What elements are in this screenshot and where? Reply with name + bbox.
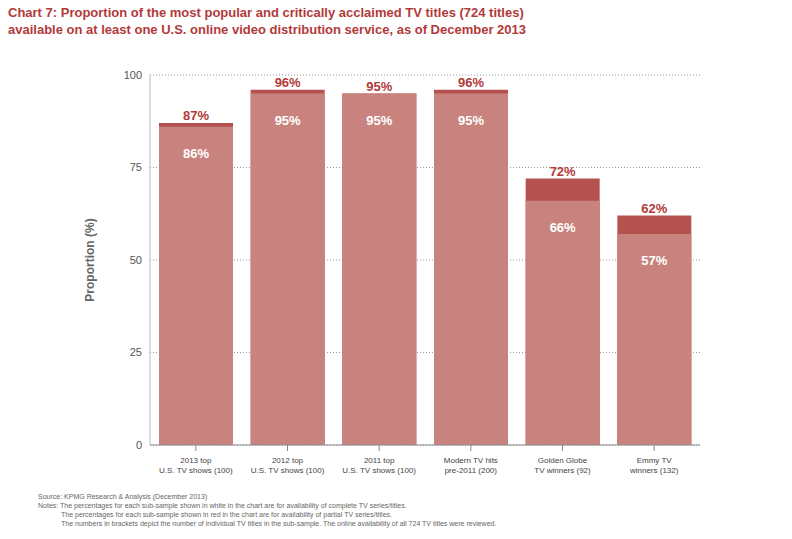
svg-text:72%: 72% (550, 164, 576, 179)
html-text:Chart 7: Proportion of the mos: Chart 7: Proportion of the most popular … (8, 5, 524, 20)
svg-text:2012 topU.S. TV shows (100): 2012 topU.S. TV shows (100) (251, 456, 325, 475)
svg-text:96%: 96% (458, 75, 484, 90)
html-text:The percentages for each sub-s: The percentages for each sub-sample show… (61, 511, 392, 518)
svg-text:95%: 95% (275, 113, 301, 128)
svg-text:100: 100 (124, 69, 142, 81)
html-text:The numbers in brackets depict: The numbers in brackets depict the numbe… (61, 520, 497, 527)
svg-text:2011 topU.S. TV shows (100): 2011 topU.S. TV shows (100) (342, 456, 416, 475)
svg-text:86%: 86% (183, 146, 209, 161)
svg-text:57%: 57% (641, 253, 667, 268)
svg-text:87%: 87% (183, 108, 209, 123)
svg-text:62%: 62% (641, 201, 667, 216)
html-text:available on at least one U.S.: available on at least one U.S. online vi… (8, 22, 526, 37)
svg-text:Golden GlobeTV winners (92): Golden GlobeTV winners (92) (534, 456, 591, 475)
svg-text:2013 topU.S. TV shows (100): 2013 topU.S. TV shows (100) (159, 456, 233, 475)
svg-text:75: 75 (130, 161, 142, 173)
svg-text:Emmy TVwinners (132): Emmy TVwinners (132) (629, 456, 679, 475)
svg-text:66%: 66% (550, 220, 576, 235)
svg-text:95%: 95% (458, 113, 484, 128)
html-text:Notes: The percentages for eac: Notes: The percentages for each sub-samp… (38, 502, 407, 509)
html-text:Source: KPMG Research & Analys: Source: KPMG Research & Analysis (Decemb… (38, 493, 208, 500)
svg-text:0: 0 (136, 439, 142, 451)
svg-text:Proportion (%): Proportion (%) (83, 218, 97, 301)
svg-text:95%: 95% (366, 79, 392, 94)
svg-text:25: 25 (130, 346, 142, 358)
svg-text:96%: 96% (275, 75, 301, 90)
svg-text:95%: 95% (366, 113, 392, 128)
svg-text:Modern TV hitspre-2011 (200): Modern TV hitspre-2011 (200) (444, 456, 498, 475)
svg-text:50: 50 (130, 254, 142, 266)
